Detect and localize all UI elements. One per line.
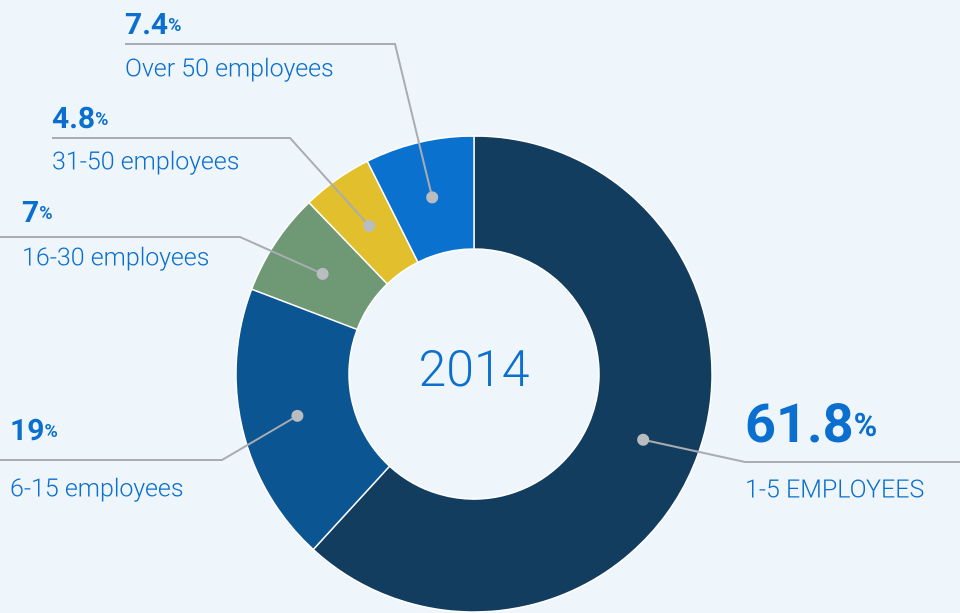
leader-dot [637,433,650,446]
leader-line [642,438,960,463]
leader-line [0,414,298,461]
value-label: 7.4% [125,7,181,42]
category-label: Over 50 employees [125,55,334,84]
value-label: 7% [22,195,53,230]
category-label: 31-50 employees [52,148,239,177]
leader-line [52,137,370,227]
category-label: 16-30 employees [22,244,209,273]
leader-dot [316,267,329,280]
center-label: 2014 [419,341,530,399]
leader-line [0,236,324,275]
donut-segment [366,135,475,264]
category-label: 6-15 employees [10,475,184,504]
category-label: 1-5 EMPLOYEES [745,476,924,505]
donut-segment [312,135,713,613]
leader-dot [291,409,304,422]
value-label: 19% [10,413,58,448]
leader-dot [363,219,376,232]
leader-line [125,43,434,198]
leader-dot [426,191,439,204]
donut-segment [235,288,391,551]
value-label: 4.8% [52,101,108,136]
value-label: 61.8% [745,393,877,456]
